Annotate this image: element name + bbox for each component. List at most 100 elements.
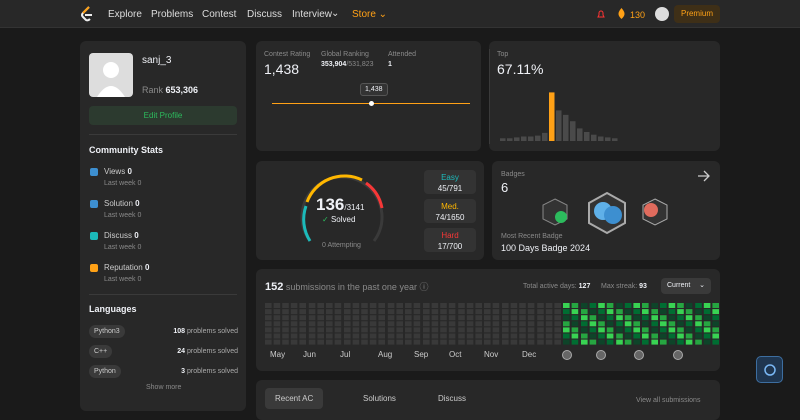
arrow-icon[interactable] [697, 170, 711, 182]
heatmap-cell [510, 321, 518, 327]
stat-value: 0 [144, 263, 150, 272]
heatmap-cell [423, 339, 430, 345]
stat-row: Solution 0 [104, 199, 140, 208]
year-select[interactable]: Current ⌄ [661, 278, 711, 294]
heatmap-cell [502, 321, 509, 327]
heatmap-cell [510, 303, 518, 308]
month-label: Jun [303, 350, 316, 359]
submission-text: submissions in the past one year [285, 282, 417, 292]
difficulty-value: 17/700 [437, 242, 463, 251]
heatmap-cell [571, 321, 579, 327]
heatmap-cell [369, 315, 377, 321]
heatmap-cell [475, 309, 482, 315]
heatmap-cell [344, 321, 351, 327]
rating-tooltip: 1,438 [360, 83, 388, 96]
heatmap-cell [633, 303, 640, 308]
heatmap-cell [571, 333, 579, 339]
tab[interactable]: Solutions [363, 394, 396, 403]
heatmap-cell [545, 309, 553, 315]
heatmap-cell [378, 339, 385, 345]
heatmap-cell [502, 309, 509, 315]
count: 24 [177, 348, 186, 355]
nav-link[interactable]: Problems [151, 9, 194, 20]
heatmap-cell [624, 321, 632, 327]
heatmap-cell [519, 315, 526, 321]
heatmap-cell [695, 339, 702, 345]
month-label: Sep [414, 350, 429, 359]
heatmap-cell [598, 303, 605, 308]
heatmap-cell [423, 315, 430, 321]
heatmap-cell [344, 309, 351, 315]
language-count: 24 problems solved [177, 348, 238, 355]
stat-sub-label: Last week [104, 180, 136, 187]
heatmap-cell [616, 309, 623, 315]
heatmap-cell [589, 339, 597, 345]
heatmap-cell [554, 327, 561, 333]
select-text: Current [667, 282, 691, 289]
heatmap-cell [668, 339, 676, 345]
heatmap-cell [475, 315, 482, 321]
heatmap-cell [334, 339, 342, 345]
nav-link[interactable]: Discuss [247, 9, 283, 20]
heatmap-cell [642, 315, 649, 321]
contest-card: Contest Rating 1,438 Global Ranking 353,… [256, 41, 481, 151]
heatmap-cell [616, 321, 623, 327]
heatmap-cell [396, 315, 403, 321]
heatmap-cell [458, 327, 465, 333]
heatmap-cell [290, 321, 298, 327]
tab[interactable]: Recent AC [265, 388, 324, 409]
premium-button[interactable]: Premium [674, 5, 720, 23]
heatmap-cell [299, 333, 306, 339]
heatmap-cell [484, 339, 491, 345]
heatmap-cell [282, 303, 289, 308]
heatmap-cell [510, 339, 518, 345]
tab[interactable]: Discuss [438, 394, 467, 403]
heatmap-cell [431, 309, 439, 315]
heatmap-cell [633, 321, 640, 327]
heatmap-cell [361, 327, 368, 333]
heatmap-cell [405, 315, 412, 321]
month-badge [596, 350, 606, 360]
avatar[interactable] [655, 7, 669, 21]
solved-count: 136 [316, 195, 345, 214]
top-card: Top 67.11% [489, 41, 720, 151]
month-label: Jul [340, 350, 351, 359]
histogram-bar [584, 132, 590, 141]
heatmap-cell [484, 321, 491, 327]
heatmap-cell [299, 315, 306, 321]
heatmap-cell [282, 321, 289, 327]
chat-button[interactable] [756, 356, 783, 383]
heatmap-cell [326, 333, 333, 339]
heatmap-cell [581, 321, 588, 327]
rank-label: Rank [142, 85, 164, 95]
nav-link[interactable]: Interview [292, 9, 333, 20]
heatmap-cell [563, 303, 570, 308]
nav-link[interactable]: Contest [202, 9, 237, 20]
bell-icon[interactable] [596, 9, 606, 19]
heatmap-cell [703, 339, 711, 345]
store-link[interactable]: Store ⌄ [352, 9, 388, 20]
heatmap-cell [581, 327, 588, 333]
difficulty-box: Easy 45/791 [424, 170, 476, 194]
heatmap-cell [334, 303, 342, 308]
suffix: problems solved [187, 328, 238, 335]
show-more[interactable]: Show more [146, 384, 182, 391]
heatmap-cell [484, 309, 491, 315]
heatmap-cell [624, 327, 632, 333]
heatmap-cell [502, 339, 509, 345]
heatmap-cell [475, 303, 482, 308]
heatmap-cell [413, 327, 421, 333]
heatmap-cell [571, 315, 579, 321]
submissions-card: 152 submissions in the past one year ⓘ T… [256, 269, 720, 371]
view-all-link[interactable]: View all submissions [636, 397, 701, 404]
nav-link[interactable]: Explore [108, 9, 142, 20]
heatmap-cell [668, 303, 676, 308]
heatmap-cell [352, 327, 360, 333]
heatmap-cell [703, 309, 711, 315]
heatmap-cell [633, 315, 640, 321]
heatmap-cell [703, 333, 711, 339]
badges-count: 6 [501, 180, 509, 195]
heatmap-cell [413, 339, 421, 345]
edit-profile-button[interactable]: Edit Profile [89, 106, 237, 125]
heatmap-cell [299, 321, 306, 327]
